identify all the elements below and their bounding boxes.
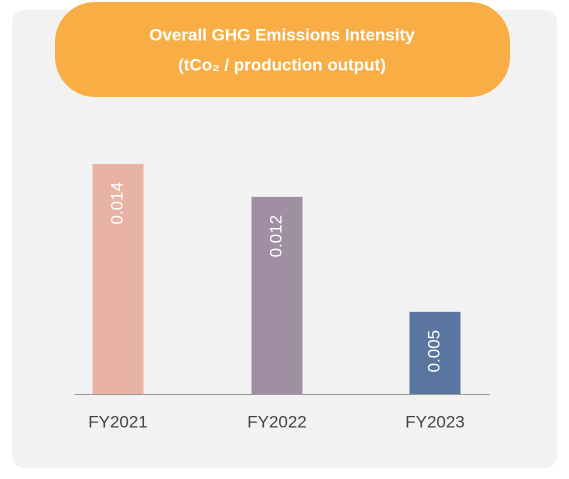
x-tick-label: FY2023 <box>405 412 465 431</box>
value-label: 0.012 <box>266 215 285 258</box>
bar <box>251 196 303 394</box>
x-tick-label: FY2022 <box>247 412 307 431</box>
x-tick-label: FY2021 <box>88 412 148 431</box>
value-label: 0.005 <box>424 330 443 373</box>
bar <box>409 311 461 394</box>
chart-title: Overall GHG Emissions Intensity <box>149 25 415 44</box>
value-label: 0.014 <box>107 182 126 225</box>
title-pill <box>55 2 510 97</box>
chart-subtitle: (tCo₂ / production output) <box>178 55 386 74</box>
bar <box>92 164 144 394</box>
